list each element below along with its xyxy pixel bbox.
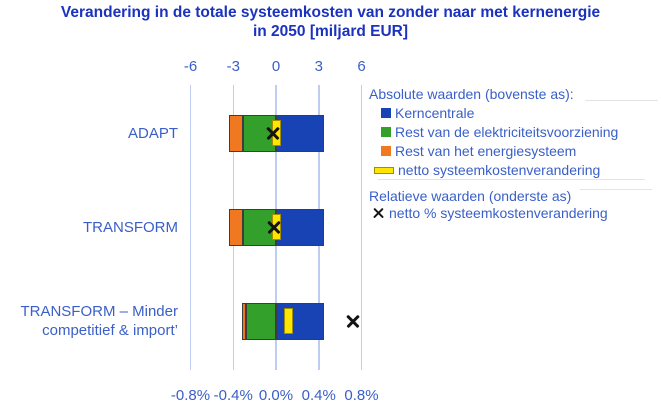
top-axis-tick-label: 0 — [271, 58, 281, 75]
top-axis-tick-label: -3 — [226, 58, 240, 75]
legend-item-netto: netto systeemkostenverandering — [374, 162, 600, 178]
chart-title: Verandering in de totale systeemkosten v… — [0, 3, 661, 41]
bar-segment-rest-elektriciteitsvoorziening — [246, 302, 276, 340]
gridline — [189, 85, 192, 370]
bar-segment-rest-energiesysteem — [228, 208, 244, 246]
legend-item-rest-elektriciteit: Rest van de elektriciteitsvoorziening — [381, 124, 618, 140]
kerncentrale-swatch — [381, 108, 391, 118]
netto-marker — [284, 308, 294, 334]
bottom-axis-tick-label: 0.0% — [258, 387, 294, 404]
category-label: TRANSFORM — [83, 218, 178, 236]
chart-title-line-1: Verandering in de totale systeemkosten v… — [60, 4, 601, 21]
category-label: ADAPT — [127, 124, 178, 142]
divider — [585, 100, 658, 101]
chart-title-line-2: in 2050 [miljard EUR] — [252, 23, 409, 40]
legend-item-rest-energiesysteem: Rest van het energiesysteem — [381, 143, 576, 159]
legend-item-label: Kerncentrale — [395, 105, 475, 121]
bar-segment-kerncentrale — [276, 208, 325, 246]
bottom-axis-tick-label: 0.4% — [301, 387, 336, 404]
bottom-axis-tick-label: 0.8% — [344, 387, 379, 404]
divider — [378, 179, 645, 180]
netto-swatch — [374, 166, 394, 174]
bar-segment-rest-energiesysteem — [241, 302, 247, 340]
top-axis-tick-label: 6 — [357, 58, 366, 75]
legend-item-netto-pct: netto % systeemkostenverandering — [372, 205, 608, 221]
legend-item-label: Rest van het energiesysteem — [395, 143, 577, 159]
netto-pct-marker — [265, 125, 281, 141]
bottom-axis-tick-label: -0.4% — [213, 387, 253, 404]
top-axis-tick-label: -6 — [183, 58, 198, 75]
netto-pct-marker — [345, 313, 361, 329]
legend-section-title-relatief: Relatieve waarden (onderste as) — [369, 188, 572, 204]
top-axis-tick-label: 3 — [314, 58, 323, 75]
legend-item-label: netto systeemkostenverandering — [398, 162, 601, 178]
gridline — [360, 85, 363, 370]
rest-energiesysteem-swatch — [381, 146, 391, 156]
bar-segment-kerncentrale — [276, 114, 325, 152]
legend-item-kerncentrale: Kerncentrale — [381, 105, 474, 121]
bar-segment-kerncentrale — [276, 302, 325, 340]
netto-pct-marker — [266, 219, 282, 235]
bottom-axis-tick-label: -0.8% — [170, 387, 211, 404]
x-marker-icon — [372, 207, 385, 220]
legend-section-title-absolute: Absolute waarden (bovenste as): — [369, 86, 574, 102]
legend-item-label: netto % systeemkostenverandering — [389, 205, 608, 221]
legend-item-label: Rest van de elektriciteitsvoorziening — [395, 124, 619, 140]
category-label: TRANSFORM – Minder competitief & import’ — [20, 303, 178, 339]
divider — [580, 189, 652, 190]
rest-elektriciteit-swatch — [381, 127, 391, 137]
bar-segment-rest-energiesysteem — [228, 114, 244, 152]
